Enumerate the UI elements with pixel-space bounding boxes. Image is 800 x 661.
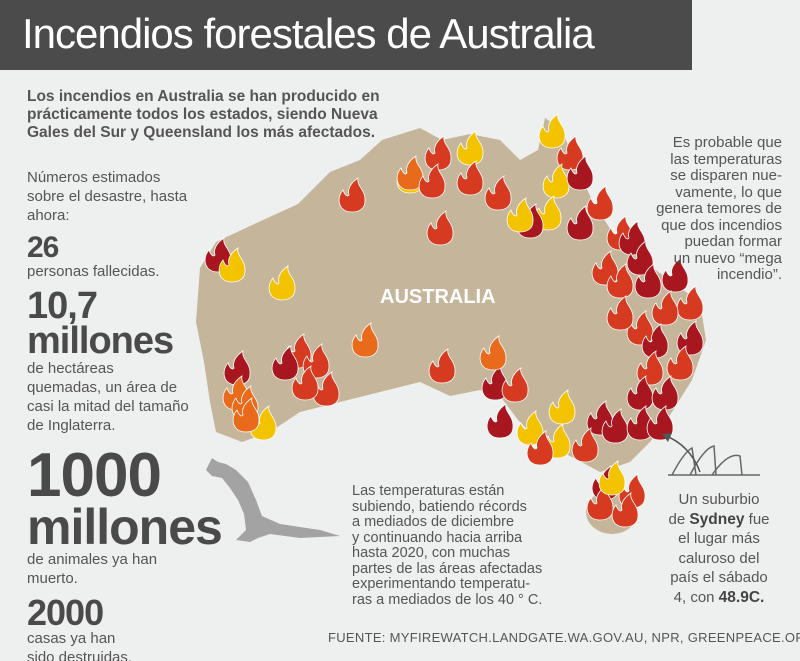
text-line: Un suburbio	[664, 490, 774, 510]
kangaroo	[206, 458, 340, 542]
text-line: las temperaturas	[670, 150, 782, 168]
stat-text: casas ya han sido destruidas.	[27, 629, 222, 661]
stat-text: personas fallecidas.	[27, 262, 222, 281]
stat-figure: 10,7	[27, 284, 98, 327]
title: Incendios forestales de Australia	[22, 10, 595, 57]
text: fue	[744, 510, 770, 528]
text-line: país el sábado	[664, 568, 774, 588]
text-line: genera temores de	[656, 200, 782, 217]
highlight: 48.9C.	[718, 588, 765, 606]
text-line: 4, con 48.9C.	[664, 588, 774, 608]
source: FUENTE: MYFIREWATCH.LANDGATE.WA.GOV.AU, …	[328, 630, 800, 645]
highlight: Sydney	[689, 510, 745, 528]
stat-text: de hectáreas quemadas, un área de casi la …	[27, 359, 222, 435]
text-line: Es probable que	[672, 134, 782, 151]
title-bar	[0, 0, 692, 70]
stat-figure: millones	[27, 319, 174, 362]
text-line: sido destruidas.	[27, 648, 133, 661]
text-line: se disparen nue-	[670, 167, 782, 184]
stat-figure: millones	[27, 498, 223, 555]
intro: Los incendios en Australia se han produc…	[27, 88, 380, 142]
stats: 26 personas fallecidas. 10,7 millones de hec…	[27, 231, 223, 661]
text-line: caluroso del	[664, 549, 774, 569]
text-line: muerto.	[27, 569, 78, 587]
note-right: Es probable que las temperaturas se dispar…	[656, 134, 782, 284]
stat-figure: 1000	[27, 440, 162, 510]
text-line: quemadas, un área de	[27, 378, 178, 396]
text-line: hasta 2020, con muchas	[352, 545, 510, 561]
text: el lugar más	[678, 530, 760, 547]
text-line: personas fallecidas.	[27, 262, 160, 280]
text-line: el lugar más	[664, 529, 774, 549]
stats-intro: Números estimados sobre el desastre, hast…	[27, 168, 187, 225]
text-line: partes de las áreas afectadas	[352, 560, 543, 577]
text: caluroso del	[678, 549, 760, 567]
text-line: vamente, lo que	[675, 183, 782, 201]
text-line: de Inglaterra.	[27, 416, 116, 434]
sydney-note: Un suburbio de Sydney fue el lugar más calu…	[664, 490, 774, 607]
stat: 26 personas fallecidas.	[27, 231, 222, 281]
text-line: de Sydney fue	[664, 510, 774, 530]
stat-figure: 26	[27, 231, 59, 264]
text: país el sábado	[670, 569, 768, 586]
stat-text: de animales ya han muerto.	[27, 550, 222, 588]
text-line: de hectáreas	[27, 359, 114, 377]
arrow-head	[662, 433, 672, 442]
flame	[486, 403, 514, 439]
stat: 2000 casas ya han sido destruidas.	[27, 591, 222, 661]
text-line: a mediados de diciembre	[352, 514, 515, 530]
text-line: ahora:	[27, 207, 70, 224]
text-line: Las temperaturas están	[352, 483, 505, 499]
stat: 10,7 millones de hectáreas quemadas, un áre…	[27, 284, 222, 435]
text: Un suburbio	[678, 491, 760, 508]
map-label: AUSTRALIA	[380, 286, 496, 308]
text-line: Los incendios en Australia se han produc…	[27, 88, 380, 105]
text-line: y continuando hacia arriba	[352, 529, 523, 546]
text-line: Números estimados	[27, 169, 161, 186]
stat-figure: 2000	[27, 591, 104, 633]
flame	[538, 113, 566, 149]
text: de	[668, 510, 690, 528]
opera-house	[668, 445, 760, 476]
text-line: casas ya han	[27, 629, 116, 647]
text-line: un nuevo “mega	[673, 249, 782, 267]
text-line: sobre el desastre, hasta	[27, 188, 188, 205]
note-bottom: Las temperaturas están subiendo, batiendo…	[352, 483, 543, 608]
text-line: subiendo, batiendo récords	[352, 498, 527, 515]
text-line: ras a mediados de los 40 ° C.	[352, 591, 543, 608]
text: 4, con	[673, 588, 719, 606]
text-line: experimentando temperatu-	[352, 576, 531, 592]
text-line: puedan formar	[684, 233, 782, 250]
text-line: prácticamente todos los estados, siendo …	[27, 106, 378, 123]
stat: 1000 millones de animales ya han muerto.	[27, 440, 223, 588]
text-line: que dos incendios	[661, 216, 782, 234]
text-line: incendio”.	[716, 266, 782, 283]
flame	[586, 185, 614, 221]
text-line: de animales ya han	[27, 550, 158, 568]
text-line: Gales del Sur y Queensland los más afect…	[27, 124, 376, 141]
text-line: casi la mitad del tamaño	[27, 397, 189, 415]
